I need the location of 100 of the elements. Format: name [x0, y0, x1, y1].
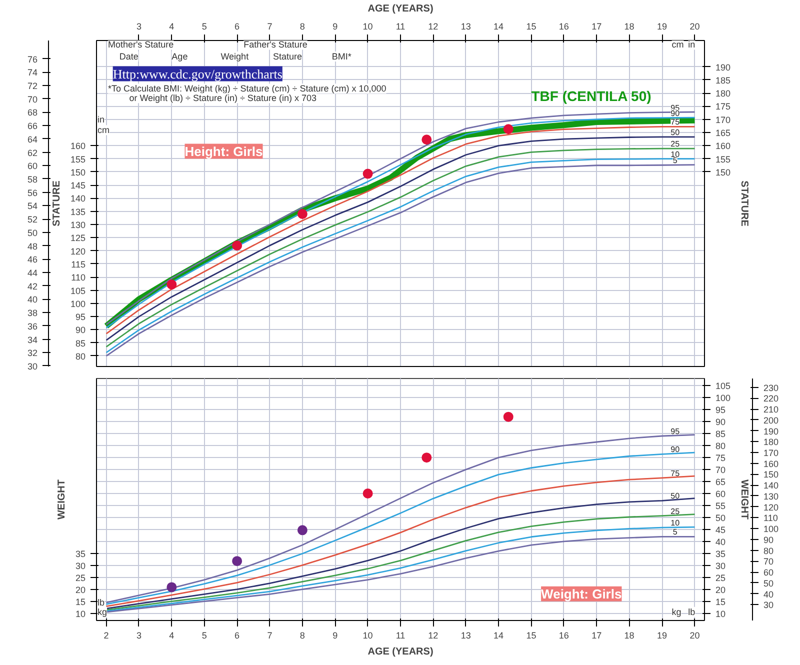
y2-tick-label: 105 [716, 381, 731, 392]
x-tick-label: 17 [592, 630, 602, 640]
x-tick-label: 3 [136, 630, 142, 640]
series-label: 50 [670, 492, 680, 501]
series-label: 95 [670, 427, 680, 436]
annotation: Mother's Stature [108, 40, 174, 50]
x2-tick-label: 20 [690, 22, 700, 32]
x-tick-label: 4 [169, 630, 174, 640]
y-tick-label: 25 [75, 572, 86, 583]
x-tick-label: 8 [300, 630, 305, 640]
y2-tick-label: 45 [716, 524, 726, 535]
y3-tick-label: 64 [27, 134, 38, 144]
series-label: 75 [670, 468, 680, 478]
y2-tick-label: 170 [716, 114, 731, 125]
y2-tick-label: 25 [716, 572, 726, 583]
y3-tick-label: 46 [27, 254, 38, 265]
point [503, 412, 514, 422]
y3-tick-label: 150 [764, 470, 779, 480]
y3-tick-label: 76 [27, 54, 38, 64]
y3-tick-label: 50 [27, 228, 38, 238]
y-tick-label: 80 [75, 351, 86, 362]
annotation: *To Calculate BMI: Weight (kg) ÷ Stature (cm) ÷ Stature (cm) x 10,000 [108, 84, 386, 94]
x2-tick-label: 11 [396, 22, 406, 32]
y-tick-label: 120 [70, 246, 86, 256]
y3-tick-label: 66 [27, 121, 38, 132]
y3-tick-label: 80 [764, 546, 774, 556]
y2-tick-label: 95 [716, 405, 726, 416]
x2-tick-label: 5 [202, 22, 207, 32]
y2-tick-label: 35 [716, 548, 726, 559]
y3-tick-label: 34 [27, 334, 38, 345]
point [422, 452, 432, 463]
y-tick-label: 125 [70, 233, 86, 244]
y3-tick-label: 70 [764, 556, 774, 567]
y3-tick-label: 42 [27, 281, 38, 292]
x2-tick-label: 18 [624, 22, 634, 32]
y2-tick-label: 190 [716, 62, 731, 72]
y3-tick-label: 70 [27, 94, 38, 104]
annotation: cm [97, 125, 110, 136]
y-tick-label: 15 [75, 596, 86, 607]
series-label: 90 [670, 445, 680, 454]
y3-tick-label: 230 [764, 382, 779, 393]
y-tick-label: 95 [75, 312, 86, 322]
y2-tick-label: 80 [716, 441, 726, 452]
y3-tick-label: 160 [764, 458, 779, 469]
y2-tick-label: 160 [716, 141, 731, 152]
x2-tick-label: 12 [428, 22, 438, 32]
annotation: or Weight (lb) ÷ Stature (in) ÷ Stature (in) x 703 [129, 93, 316, 104]
annotation: Stature [273, 52, 302, 62]
y2-tick-label: 150 [716, 167, 731, 178]
y3-tick-label: 30 [27, 361, 38, 372]
x2-tick-label: 3 [136, 22, 142, 32]
y2-tick-label: 60 [716, 489, 726, 500]
x2-tick-label: 17 [592, 22, 602, 32]
y2-tick-label: 85 [716, 429, 726, 440]
y-tick-label: 10 [75, 608, 86, 619]
y2-axis-title: STATURE [738, 180, 750, 227]
annotation: Weight [220, 52, 250, 62]
x-tick-label: 19 [657, 630, 668, 640]
y3-tick-label: 190 [764, 426, 779, 436]
series-label: 10 [670, 518, 680, 528]
annotation: Height: Girls [184, 144, 263, 159]
y3-tick-label: 180 [764, 437, 779, 448]
y2-tick-label: 70 [716, 465, 726, 476]
series-label: 90 [670, 108, 680, 118]
y2-tick-label: 65 [716, 477, 726, 488]
y-tick-label: 145 [70, 180, 86, 191]
y-tick-label: 100 [70, 298, 86, 309]
y2-tick-label: 10 [716, 608, 726, 619]
y2-tick-label: 20 [716, 584, 726, 595]
y3-tick-label: 72 [27, 81, 38, 92]
x2-tick-label: 6 [234, 22, 240, 32]
y3-tick-label: 68 [27, 108, 38, 118]
y2-tick-label: 155 [716, 154, 731, 164]
y2-tick-label: 100 [716, 393, 731, 404]
y-tick-label: 135 [70, 206, 86, 217]
y3-tick-label: 40 [764, 589, 774, 600]
y-axis-title: WEIGHT [56, 480, 68, 520]
x2-tick-label: 16 [558, 22, 569, 32]
series-label: 50 [670, 128, 680, 137]
y3-tick-label: 130 [764, 491, 779, 502]
series-label: 25 [670, 140, 680, 149]
y3-tick-label: 90 [764, 534, 774, 545]
y-tick-label: 90 [75, 325, 86, 336]
series-label: 25 [670, 506, 680, 516]
x2-tick-label: 4 [169, 22, 174, 32]
annotation: Date [119, 52, 138, 62]
annotation: cm [672, 40, 684, 50]
y3-tick-label: 60 [27, 161, 38, 172]
y-tick-label: 105 [70, 286, 86, 296]
y2-tick-label: 50 [716, 512, 726, 523]
y3-tick-label: 74 [27, 68, 38, 78]
point [422, 134, 432, 145]
y3-tick-label: 48 [27, 241, 38, 252]
annotation: lb [97, 597, 104, 608]
y2-tick-label: 90 [716, 417, 726, 428]
point [166, 582, 177, 592]
y3-tick-label: 40 [27, 294, 38, 305]
x2-tick-label: 15 [526, 22, 536, 32]
y-tick-label: 30 [75, 560, 86, 571]
y3-tick-label: 58 [27, 174, 38, 184]
